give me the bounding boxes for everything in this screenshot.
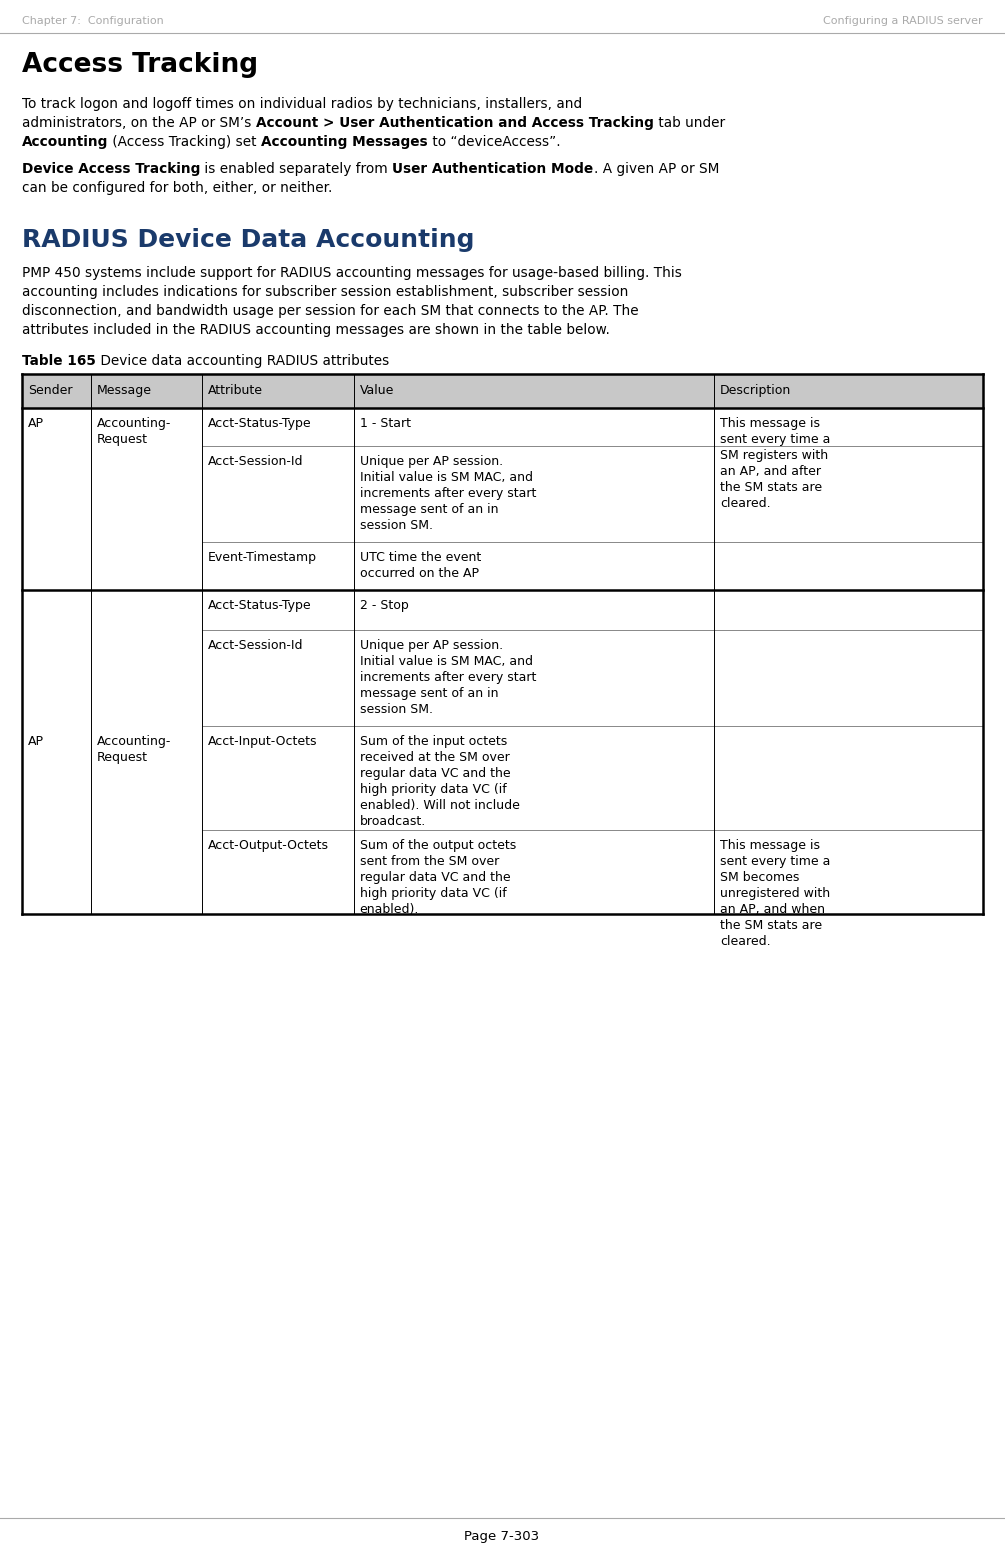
Text: Attribute: Attribute <box>208 384 262 397</box>
Text: Acct-Status-Type: Acct-Status-Type <box>208 599 312 613</box>
Text: session SM.: session SM. <box>360 703 432 715</box>
Text: Value: Value <box>360 384 394 397</box>
Text: UTC time the event: UTC time the event <box>360 550 480 564</box>
Text: Request: Request <box>97 751 148 764</box>
Text: Event-Timestamp: Event-Timestamp <box>208 550 317 564</box>
Text: Description: Description <box>720 384 791 397</box>
Text: Configuring a RADIUS server: Configuring a RADIUS server <box>823 16 983 26</box>
Text: . A given AP or SM: . A given AP or SM <box>594 162 719 176</box>
Text: (Access Tracking) set: (Access Tracking) set <box>109 135 261 149</box>
Text: attributes included in the RADIUS accounting messages are shown in the table bel: attributes included in the RADIUS accoun… <box>22 323 610 337</box>
Text: accounting includes indications for subscriber session establishment, subscriber: accounting includes indications for subs… <box>22 285 628 299</box>
Text: Chapter 7:  Configuration: Chapter 7: Configuration <box>22 16 164 26</box>
Text: is enabled separately from: is enabled separately from <box>200 162 393 176</box>
Text: Unique per AP session.: Unique per AP session. <box>360 639 502 652</box>
Text: increments after every start: increments after every start <box>360 672 536 684</box>
Text: message sent of an in: message sent of an in <box>360 687 498 700</box>
Text: Message: Message <box>97 384 152 397</box>
Text: Initial value is SM MAC, and: Initial value is SM MAC, and <box>360 655 533 669</box>
Text: increments after every start: increments after every start <box>360 487 536 501</box>
Text: This message is: This message is <box>720 840 820 852</box>
Text: the SM stats are: the SM stats are <box>720 480 822 494</box>
Text: Device Access Tracking: Device Access Tracking <box>22 162 200 176</box>
Text: disconnection, and bandwidth usage per session for each SM that connects to the : disconnection, and bandwidth usage per s… <box>22 303 638 319</box>
Text: PMP 450 systems include support for RADIUS accounting messages for usage-based b: PMP 450 systems include support for RADI… <box>22 266 681 280</box>
Text: sent from the SM over: sent from the SM over <box>360 855 498 868</box>
Text: AP: AP <box>28 417 44 431</box>
Text: Request: Request <box>97 432 148 446</box>
Text: unregistered with: unregistered with <box>720 886 830 900</box>
Text: enabled). Will not include: enabled). Will not include <box>360 799 520 812</box>
Text: occurred on the AP: occurred on the AP <box>360 568 478 580</box>
Text: Acct-Status-Type: Acct-Status-Type <box>208 417 312 431</box>
Text: regular data VC and the: regular data VC and the <box>360 871 511 883</box>
Text: an AP, and after: an AP, and after <box>720 465 821 477</box>
Text: Initial value is SM MAC, and: Initial value is SM MAC, and <box>360 471 533 484</box>
Text: an AP, and when: an AP, and when <box>720 903 825 916</box>
Text: 2 - Stop: 2 - Stop <box>360 599 408 613</box>
Text: administrators, on the AP or SM’s: administrators, on the AP or SM’s <box>22 117 255 131</box>
Text: Accounting-: Accounting- <box>97 736 172 748</box>
Text: high priority data VC (if: high priority data VC (if <box>360 886 507 900</box>
Text: Sender: Sender <box>28 384 72 397</box>
Text: enabled).: enabled). <box>360 903 419 916</box>
Text: Accounting Messages: Accounting Messages <box>261 135 428 149</box>
Text: To track logon and logoff times on individual radios by technicians, installers,: To track logon and logoff times on indiv… <box>22 96 582 110</box>
Text: Acct-Output-Octets: Acct-Output-Octets <box>208 840 329 852</box>
Text: Access Tracking: Access Tracking <box>22 51 258 78</box>
Text: session SM.: session SM. <box>360 519 432 532</box>
Text: SM becomes: SM becomes <box>720 871 799 883</box>
Text: 1 - Start: 1 - Start <box>360 417 411 431</box>
Text: SM registers with: SM registers with <box>720 449 828 462</box>
Text: the SM stats are: the SM stats are <box>720 919 822 931</box>
Text: Accounting: Accounting <box>22 135 109 149</box>
Text: Account > User Authentication and Access Tracking: Account > User Authentication and Access… <box>255 117 653 131</box>
Text: Acct-Input-Octets: Acct-Input-Octets <box>208 736 318 748</box>
Text: Sum of the output octets: Sum of the output octets <box>360 840 516 852</box>
Text: Page 7-303: Page 7-303 <box>464 1530 540 1543</box>
Text: User Authentication Mode: User Authentication Mode <box>393 162 594 176</box>
Text: This message is: This message is <box>720 417 820 431</box>
Text: Device data accounting RADIUS attributes: Device data accounting RADIUS attributes <box>95 355 389 369</box>
Text: cleared.: cleared. <box>720 935 771 949</box>
Text: to “deviceAccess”.: to “deviceAccess”. <box>428 135 561 149</box>
Text: Acct-Session-Id: Acct-Session-Id <box>208 639 304 652</box>
Text: regular data VC and the: regular data VC and the <box>360 767 511 781</box>
Text: broadcast.: broadcast. <box>360 815 426 827</box>
Text: received at the SM over: received at the SM over <box>360 751 510 764</box>
Text: cleared.: cleared. <box>720 498 771 510</box>
Text: sent every time a: sent every time a <box>720 432 830 446</box>
Text: Acct-Session-Id: Acct-Session-Id <box>208 456 304 468</box>
Text: high priority data VC (if: high priority data VC (if <box>360 784 507 796</box>
Text: Unique per AP session.: Unique per AP session. <box>360 456 502 468</box>
Text: RADIUS Device Data Accounting: RADIUS Device Data Accounting <box>22 229 474 252</box>
Text: sent every time a: sent every time a <box>720 855 830 868</box>
Text: Table 165: Table 165 <box>22 355 95 369</box>
Text: message sent of an in: message sent of an in <box>360 502 498 516</box>
Text: AP: AP <box>28 736 44 748</box>
Text: can be configured for both, either, or neither.: can be configured for both, either, or n… <box>22 180 333 194</box>
Text: tab under: tab under <box>653 117 725 131</box>
Text: Accounting-: Accounting- <box>97 417 172 431</box>
Bar <box>22 375 983 407</box>
Text: Sum of the input octets: Sum of the input octets <box>360 736 507 748</box>
